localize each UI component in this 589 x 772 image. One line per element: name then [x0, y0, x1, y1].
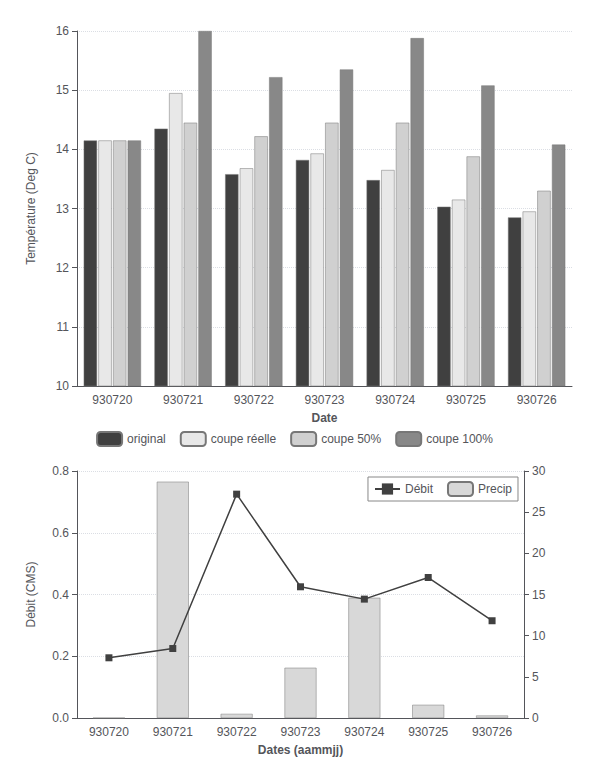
- svg-text:10: 10: [532, 629, 546, 643]
- svg-text:original: original: [127, 432, 166, 446]
- svg-text:930724: 930724: [344, 725, 384, 739]
- svg-text:coupe 100%: coupe 100%: [426, 432, 493, 446]
- svg-text:0.0: 0.0: [52, 711, 69, 725]
- svg-text:930724: 930724: [375, 393, 415, 407]
- svg-text:930726: 930726: [472, 725, 512, 739]
- svg-text:25: 25: [532, 505, 546, 519]
- svg-text:0.8: 0.8: [52, 464, 69, 478]
- svg-text:coupe 50%: coupe 50%: [321, 432, 381, 446]
- svg-text:930721: 930721: [153, 725, 193, 739]
- svg-text:930720: 930720: [89, 725, 129, 739]
- svg-text:10: 10: [56, 379, 70, 393]
- svg-text:30: 30: [532, 464, 546, 478]
- svg-text:15: 15: [56, 83, 70, 97]
- svg-text:coupe réelle: coupe réelle: [211, 432, 277, 446]
- svg-text:Dates (aammjj): Dates (aammjj): [258, 743, 343, 757]
- svg-text:13: 13: [56, 202, 70, 216]
- svg-text:0.6: 0.6: [52, 526, 69, 540]
- svg-text:Débit: Débit: [405, 482, 434, 496]
- svg-text:0: 0: [532, 711, 539, 725]
- svg-text:12: 12: [56, 261, 70, 275]
- svg-text:5: 5: [532, 670, 539, 684]
- svg-text:14: 14: [56, 142, 70, 156]
- svg-text:930726: 930726: [517, 393, 557, 407]
- svg-text:0.2: 0.2: [52, 649, 69, 663]
- svg-text:Date: Date: [311, 411, 337, 425]
- svg-text:930722: 930722: [217, 725, 257, 739]
- svg-text:16: 16: [56, 24, 70, 38]
- svg-text:930722: 930722: [234, 393, 274, 407]
- svg-text:930720: 930720: [92, 393, 132, 407]
- svg-text:930723: 930723: [304, 393, 344, 407]
- svg-text:Température (Deg C): Température (Deg C): [24, 152, 38, 265]
- svg-text:930723: 930723: [280, 725, 320, 739]
- svg-text:11: 11: [57, 320, 70, 334]
- svg-text:930725: 930725: [408, 725, 448, 739]
- svg-text:Precip: Precip: [478, 482, 512, 496]
- svg-text:Débit (CMS): Débit (CMS): [24, 561, 38, 627]
- svg-text:930721: 930721: [163, 393, 203, 407]
- svg-text:0.4: 0.4: [52, 588, 69, 602]
- svg-text:20: 20: [532, 546, 546, 560]
- svg-text:930725: 930725: [446, 393, 486, 407]
- svg-text:15: 15: [532, 588, 546, 602]
